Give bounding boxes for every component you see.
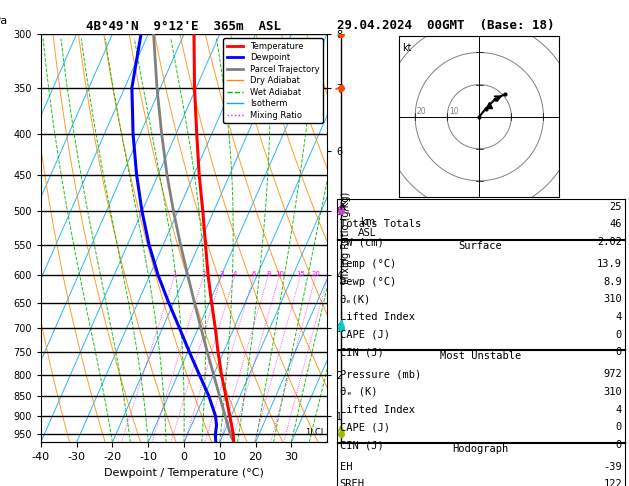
Text: SREH: SREH bbox=[340, 479, 365, 486]
Text: 25: 25 bbox=[610, 202, 622, 212]
Text: Temp (°C): Temp (°C) bbox=[340, 259, 396, 269]
Text: 15: 15 bbox=[296, 272, 305, 278]
Text: Mixing Ratio (g/kg): Mixing Ratio (g/kg) bbox=[341, 192, 351, 284]
Text: 10: 10 bbox=[275, 272, 284, 278]
Y-axis label: hPa: hPa bbox=[0, 16, 8, 26]
Text: 2.02: 2.02 bbox=[597, 237, 622, 247]
Text: θₑ (K): θₑ (K) bbox=[340, 387, 377, 397]
Text: θₑ(K): θₑ(K) bbox=[340, 294, 371, 304]
Text: CAPE (J): CAPE (J) bbox=[340, 330, 389, 340]
Text: 972: 972 bbox=[603, 369, 622, 379]
Text: 2: 2 bbox=[202, 272, 206, 278]
Text: 4: 4 bbox=[233, 272, 237, 278]
Text: 20: 20 bbox=[417, 107, 426, 116]
Text: 29.04.2024  00GMT  (Base: 18): 29.04.2024 00GMT (Base: 18) bbox=[337, 19, 554, 33]
Text: Pressure (mb): Pressure (mb) bbox=[340, 369, 421, 379]
Text: 310: 310 bbox=[603, 387, 622, 397]
Text: 4: 4 bbox=[616, 404, 622, 415]
Text: Lifted Index: Lifted Index bbox=[340, 404, 415, 415]
Text: CIN (J): CIN (J) bbox=[340, 440, 384, 450]
X-axis label: Dewpoint / Temperature (°C): Dewpoint / Temperature (°C) bbox=[104, 468, 264, 478]
Text: 8: 8 bbox=[266, 272, 270, 278]
Y-axis label: km
ASL: km ASL bbox=[359, 217, 377, 238]
Text: 46: 46 bbox=[610, 220, 622, 229]
Text: PW (cm): PW (cm) bbox=[340, 237, 384, 247]
Text: 6: 6 bbox=[252, 272, 257, 278]
Legend: Temperature, Dewpoint, Parcel Trajectory, Dry Adiabat, Wet Adiabat, Isotherm, Mi: Temperature, Dewpoint, Parcel Trajectory… bbox=[223, 38, 323, 123]
Text: EH: EH bbox=[340, 462, 352, 472]
Text: 122: 122 bbox=[603, 479, 622, 486]
Text: 1LCL: 1LCL bbox=[305, 428, 325, 437]
Text: Surface: Surface bbox=[459, 241, 503, 251]
Text: 4: 4 bbox=[616, 312, 622, 322]
Text: CAPE (J): CAPE (J) bbox=[340, 422, 389, 433]
Text: Hodograph: Hodograph bbox=[452, 444, 509, 454]
Text: kt: kt bbox=[403, 43, 412, 53]
Text: 0: 0 bbox=[616, 347, 622, 358]
Text: -39: -39 bbox=[603, 462, 622, 472]
Text: Most Unstable: Most Unstable bbox=[440, 351, 521, 362]
Text: 0: 0 bbox=[616, 330, 622, 340]
Text: Totals Totals: Totals Totals bbox=[340, 220, 421, 229]
Text: 0: 0 bbox=[616, 422, 622, 433]
Text: Dewp (°C): Dewp (°C) bbox=[340, 277, 396, 287]
Text: 8.9: 8.9 bbox=[603, 277, 622, 287]
Text: 20: 20 bbox=[312, 272, 321, 278]
Text: 3: 3 bbox=[220, 272, 224, 278]
Text: 0: 0 bbox=[616, 440, 622, 450]
Title: 4B°49'N  9°12'E  365m  ASL: 4B°49'N 9°12'E 365m ASL bbox=[86, 20, 282, 33]
Text: 13.9: 13.9 bbox=[597, 259, 622, 269]
Text: 1: 1 bbox=[173, 272, 177, 278]
Text: 310: 310 bbox=[603, 294, 622, 304]
Text: CIN (J): CIN (J) bbox=[340, 347, 384, 358]
Text: Lifted Index: Lifted Index bbox=[340, 312, 415, 322]
Text: 10: 10 bbox=[449, 107, 459, 116]
Text: K: K bbox=[340, 202, 346, 212]
